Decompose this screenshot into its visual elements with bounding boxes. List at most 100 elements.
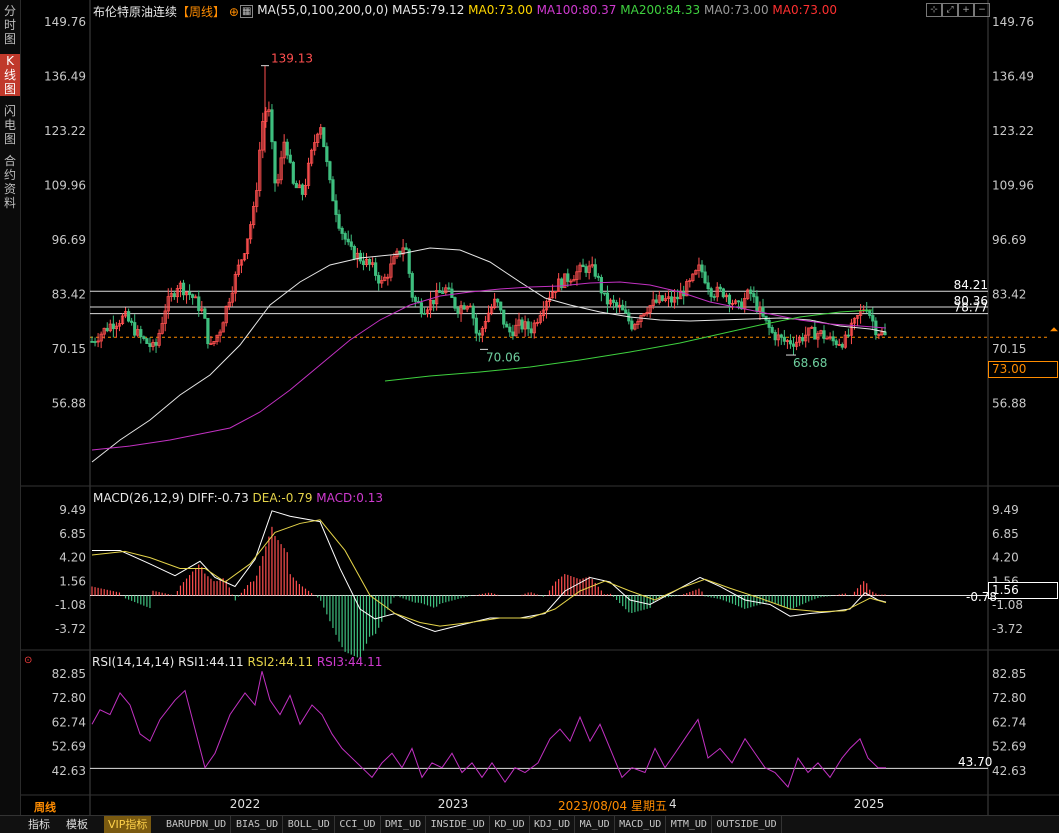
indicator-tab-kdj_ud[interactable]: KDJ_UD bbox=[530, 816, 576, 833]
period-label[interactable]: 【周线】 bbox=[177, 5, 226, 19]
candle-body bbox=[779, 334, 783, 338]
candle-body bbox=[599, 277, 603, 294]
candle-body bbox=[502, 309, 506, 325]
indicator-tab-inside_ud[interactable]: INSIDE_UD bbox=[427, 816, 490, 833]
indicator-tab-mtm_ud[interactable]: MTM_UD bbox=[667, 816, 712, 833]
candle-body bbox=[313, 142, 317, 151]
candle-body bbox=[197, 296, 201, 311]
settings-icon[interactable]: ⊕ bbox=[228, 5, 239, 19]
candle-body bbox=[178, 282, 183, 289]
candle-body bbox=[672, 296, 677, 303]
macd-dea-line bbox=[91, 519, 887, 627]
candle-body bbox=[163, 310, 167, 324]
indicator-tab-outside_ud[interactable]: OUTSIDE_UD bbox=[712, 816, 782, 833]
candle-body bbox=[615, 302, 619, 307]
candle-body bbox=[733, 300, 738, 304]
ma100-value: MA100:80.37 bbox=[536, 3, 617, 17]
candle-body bbox=[377, 275, 381, 284]
candle-body bbox=[239, 259, 244, 266]
price-tick-right-6: 70.15 bbox=[992, 342, 1026, 356]
candle-body bbox=[581, 264, 585, 268]
vip-indicator-tab[interactable]: VIP指标 bbox=[104, 816, 152, 833]
candle-body bbox=[685, 281, 689, 297]
expand-icon[interactable]: ⤢ bbox=[942, 3, 958, 17]
zoom-out-icon[interactable]: − bbox=[974, 3, 990, 17]
indicator-tab-macd_ud[interactable]: MACD_UD bbox=[615, 816, 667, 833]
candle-body bbox=[517, 319, 521, 326]
nav-item-2[interactable]: 闪电图 bbox=[3, 104, 16, 146]
candle-body bbox=[813, 326, 817, 340]
kline-chart[interactable]: 149.76 149.76 136.49 136.49 123.22 123.22 109.… bbox=[0, 0, 1059, 815]
candle-body bbox=[550, 291, 555, 299]
indicator-tab-kd_ud[interactable]: KD_UD bbox=[491, 816, 530, 833]
indicator-tab-dmi_ud[interactable]: DMI_UD bbox=[381, 816, 427, 833]
rsi-close-icon[interactable]: ⊙ bbox=[24, 655, 33, 666]
candle-body bbox=[361, 260, 366, 266]
candle-body bbox=[139, 329, 143, 338]
indicator-tab-boll_ud[interactable]: BOLL_UD bbox=[284, 816, 335, 833]
macd-header: MACD(26,12,9) DIFF:-0.73 DEA:-0.79 MACD:… bbox=[93, 491, 383, 505]
candle-body bbox=[111, 323, 115, 330]
candle-body bbox=[584, 266, 588, 273]
candle-body bbox=[602, 292, 607, 295]
candle-body bbox=[194, 296, 198, 299]
candle-body bbox=[849, 322, 854, 336]
zoom-in-icon[interactable]: + bbox=[958, 3, 974, 17]
candle-body bbox=[477, 332, 481, 336]
candle-body bbox=[794, 341, 799, 347]
candle-body bbox=[727, 294, 732, 305]
candle-body bbox=[90, 341, 94, 343]
rsi-tick-left-3: 52.69 bbox=[52, 740, 86, 754]
candle-body bbox=[816, 333, 820, 340]
ma0b-value: MA0:73.00 bbox=[703, 3, 769, 17]
candle-body bbox=[364, 258, 369, 266]
indicator-tab-cci_ud[interactable]: CCI_UD bbox=[335, 816, 381, 833]
candle-body bbox=[367, 258, 372, 265]
x-label-1: 2023 bbox=[438, 797, 469, 811]
macd-tick-right-5: -3.72 bbox=[992, 622, 1023, 636]
candle-body bbox=[114, 325, 118, 330]
indicator-tab[interactable]: 指标 bbox=[28, 818, 50, 831]
candle-body bbox=[810, 326, 814, 329]
macd-diff: DIFF:-0.73 bbox=[187, 491, 249, 505]
candle-body bbox=[746, 289, 750, 299]
high-label: 139.13 bbox=[271, 52, 313, 66]
candle-body bbox=[300, 184, 305, 195]
candle-body bbox=[700, 264, 704, 273]
candle-body bbox=[117, 323, 122, 327]
candle-body bbox=[285, 141, 289, 156]
indicator-tab-barupdn_ud[interactable]: BARUPDN_UD bbox=[162, 816, 232, 833]
candle-body bbox=[148, 343, 152, 347]
candle-body bbox=[532, 322, 536, 334]
candle-body bbox=[489, 307, 494, 314]
nav-item-3[interactable]: 合约资料 bbox=[3, 154, 16, 210]
candle-body bbox=[130, 320, 134, 323]
ma-settings-icon[interactable]: ▦ bbox=[240, 5, 254, 18]
candle-body bbox=[331, 179, 335, 202]
candle-body bbox=[535, 321, 539, 324]
indicator-tab-bias_ud[interactable]: BIAS_UD bbox=[232, 816, 284, 833]
template-tab[interactable]: 模板 bbox=[66, 818, 88, 831]
rsi-tick-right-4: 42.63 bbox=[992, 764, 1026, 778]
macd-tick-left-3: 1.56 bbox=[59, 574, 86, 588]
rsi-tick-right-2: 62.74 bbox=[992, 716, 1026, 730]
candle-body bbox=[206, 317, 210, 345]
candle-body bbox=[621, 304, 625, 311]
period-tab[interactable]: 周线 bbox=[34, 801, 56, 814]
macd-tick-left-1: 6.85 bbox=[59, 527, 86, 541]
rsi-tick-left-2: 62.74 bbox=[52, 716, 86, 730]
nav-item-0[interactable]: 分时图 bbox=[3, 4, 16, 46]
candle-body bbox=[370, 262, 375, 265]
candle-body bbox=[172, 293, 176, 298]
candle-body bbox=[791, 343, 796, 347]
candle-body bbox=[334, 200, 338, 215]
candle-body bbox=[187, 291, 192, 296]
candle-body bbox=[514, 324, 518, 337]
fit-icon[interactable]: ⊹ bbox=[926, 3, 942, 17]
candle-body bbox=[438, 290, 442, 293]
indicator-tab-ma_ud[interactable]: MA_UD bbox=[576, 816, 615, 833]
candle-body bbox=[306, 162, 311, 186]
candle-body bbox=[258, 149, 262, 191]
